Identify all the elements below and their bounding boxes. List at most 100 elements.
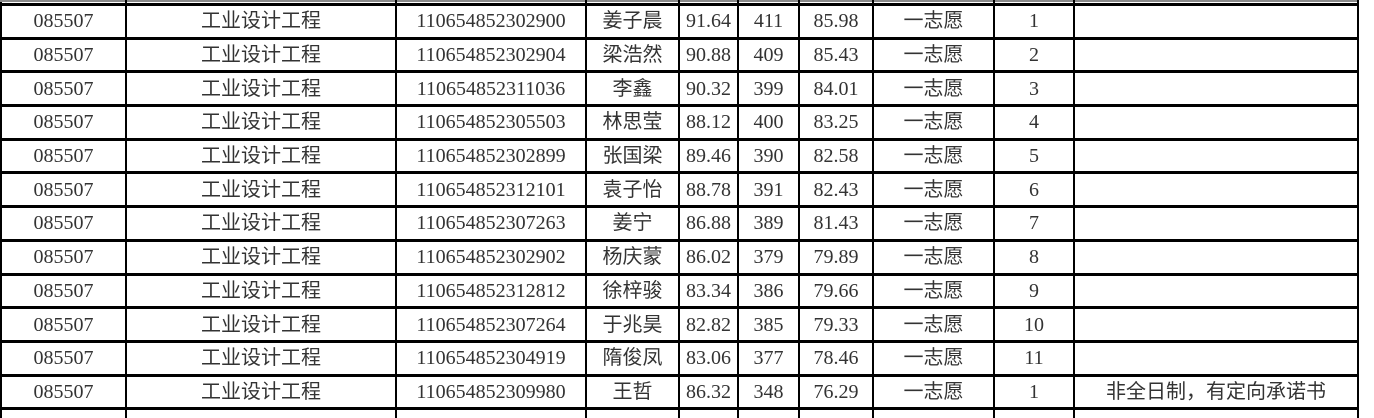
cell-score-3: 85.98 — [798, 3, 874, 40]
cell-name: 姜宁 — [585, 205, 680, 242]
cell-remark — [1073, 205, 1359, 242]
cell-score-1: 89.46 — [678, 137, 739, 175]
cell-score-2 — [737, 407, 800, 418]
cell-volunteer: 一志愿 — [872, 339, 995, 377]
table-row: 085507 工业设计工程 110654852302899 张国梁 89.46 390 82… — [0, 137, 1359, 175]
cell-remark — [1073, 306, 1359, 343]
cell-major: 工业设计工程 — [125, 70, 397, 108]
cell-score-1: 88.78 — [678, 171, 739, 209]
partial-row-top — [0, 0, 1359, 6]
table-row: 085507 工业设计工程 110654852307263 姜宁 86.88 389 81.… — [0, 205, 1359, 242]
partial-row-bottom — [0, 407, 1359, 418]
cell-score-3: 84.01 — [798, 70, 874, 108]
cell-rank — [993, 0, 1075, 6]
cell-volunteer: 一志愿 — [872, 373, 995, 411]
cell-code: 085507 — [0, 306, 127, 343]
cell-score-2: 377 — [737, 339, 800, 377]
cell-exam-number: 110654852302899 — [395, 137, 587, 175]
cell-score-2: 348 — [737, 373, 800, 411]
cell-name: 梁浩然 — [585, 36, 680, 74]
cell-remark — [1073, 171, 1359, 209]
cell-major: 工业设计工程 — [125, 137, 397, 175]
cell-remark — [1073, 137, 1359, 175]
table-row: 085507 工业设计工程 110654852302904 梁浩然 90.88 409 85… — [0, 36, 1359, 74]
cell-exam-number — [395, 407, 587, 418]
cell-rank: 8 — [993, 238, 1075, 276]
cell-remark — [1073, 0, 1359, 6]
cell-score-3: 78.46 — [798, 339, 874, 377]
cell-score-2: 411 — [737, 3, 800, 40]
cell-code: 085507 — [0, 70, 127, 108]
cell-score-3: 82.58 — [798, 137, 874, 175]
cell-score-2: 399 — [737, 70, 800, 108]
cell-major: 工业设计工程 — [125, 171, 397, 209]
cell-rank: 2 — [993, 36, 1075, 74]
cell-exam-number: 110654852312812 — [395, 272, 587, 310]
cell-exam-number: 110654852305503 — [395, 104, 587, 141]
cell-name: 杨庆蒙 — [585, 238, 680, 276]
cell-score-3 — [798, 407, 874, 418]
cell-score-1: 90.32 — [678, 70, 739, 108]
table-row: 085507 工业设计工程 110654852312101 袁子怡 88.78 391 82… — [0, 171, 1359, 209]
cell-code: 085507 — [0, 373, 127, 411]
cell-name: 徐梓骏 — [585, 272, 680, 310]
cell-score-1: 86.32 — [678, 373, 739, 411]
cell-volunteer: 一志愿 — [872, 272, 995, 310]
cell-major: 工业设计工程 — [125, 238, 397, 276]
cell-score-3: 76.29 — [798, 373, 874, 411]
cell-name: 隋俊凤 — [585, 339, 680, 377]
cell-rank: 1 — [993, 373, 1075, 411]
cell-volunteer: 一志愿 — [872, 36, 995, 74]
cell-score-1: 83.34 — [678, 272, 739, 310]
cell-exam-number: 110654852302902 — [395, 238, 587, 276]
cell-volunteer: 一志愿 — [872, 70, 995, 108]
cell-score-1 — [678, 0, 739, 6]
cell-code: 085507 — [0, 272, 127, 310]
cell-name: 于兆昊 — [585, 306, 680, 343]
cell-code — [0, 0, 127, 6]
cell-code: 085507 — [0, 3, 127, 40]
cell-volunteer: 一志愿 — [872, 171, 995, 209]
cell-score-3: 79.33 — [798, 306, 874, 343]
cell-code: 085507 — [0, 205, 127, 242]
cell-major: 工业设计工程 — [125, 339, 397, 377]
cell-score-3: 85.43 — [798, 36, 874, 74]
cell-exam-number: 110654852312101 — [395, 171, 587, 209]
cell-volunteer: 一志愿 — [872, 205, 995, 242]
cell-rank: 7 — [993, 205, 1075, 242]
cell-score-3: 83.25 — [798, 104, 874, 141]
cell-rank: 1 — [993, 3, 1075, 40]
cell-name — [585, 0, 680, 6]
cell-major: 工业设计工程 — [125, 205, 397, 242]
cell-score-3: 81.43 — [798, 205, 874, 242]
cell-rank: 5 — [993, 137, 1075, 175]
cell-score-2: 400 — [737, 104, 800, 141]
cell-score-1: 88.12 — [678, 104, 739, 141]
cell-exam-number: 110654852304919 — [395, 339, 587, 377]
cell-code: 085507 — [0, 238, 127, 276]
cell-remark — [1073, 70, 1359, 108]
cell-volunteer: 一志愿 — [872, 3, 995, 40]
cell-remark — [1073, 3, 1359, 40]
cell-rank: 3 — [993, 70, 1075, 108]
cell-exam-number: 110654852302900 — [395, 3, 587, 40]
cell-remark — [1073, 339, 1359, 377]
cell-score-2: 385 — [737, 306, 800, 343]
cell-remark — [1073, 238, 1359, 276]
cell-code — [0, 407, 127, 418]
cell-score-1: 86.88 — [678, 205, 739, 242]
cell-exam-number: 110654852309980 — [395, 373, 587, 411]
cell-volunteer — [872, 407, 995, 418]
cell-major: 工业设计工程 — [125, 373, 397, 411]
cell-code: 085507 — [0, 137, 127, 175]
cell-major: 工业设计工程 — [125, 3, 397, 40]
table-row: 085507 工业设计工程 110654852309980 王哲 86.32 348 76.… — [0, 373, 1359, 411]
cell-rank — [993, 407, 1075, 418]
cell-rank: 10 — [993, 306, 1075, 343]
cell-exam-number — [395, 0, 587, 6]
cell-code: 085507 — [0, 36, 127, 74]
cell-name: 张国梁 — [585, 137, 680, 175]
cell-score-3: 82.43 — [798, 171, 874, 209]
cell-exam-number: 110654852307263 — [395, 205, 587, 242]
